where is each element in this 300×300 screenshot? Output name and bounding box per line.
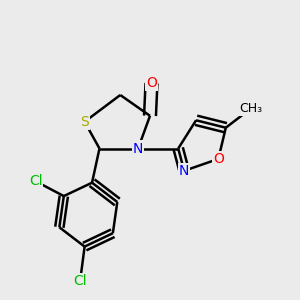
Text: Cl: Cl — [29, 174, 42, 188]
Text: Cl: Cl — [73, 274, 87, 288]
Text: S: S — [80, 115, 89, 129]
Text: N: N — [179, 164, 189, 178]
Text: O: O — [146, 76, 157, 90]
Text: O: O — [213, 152, 224, 166]
Text: CH₃: CH₃ — [239, 102, 262, 115]
Text: N: N — [133, 142, 143, 155]
